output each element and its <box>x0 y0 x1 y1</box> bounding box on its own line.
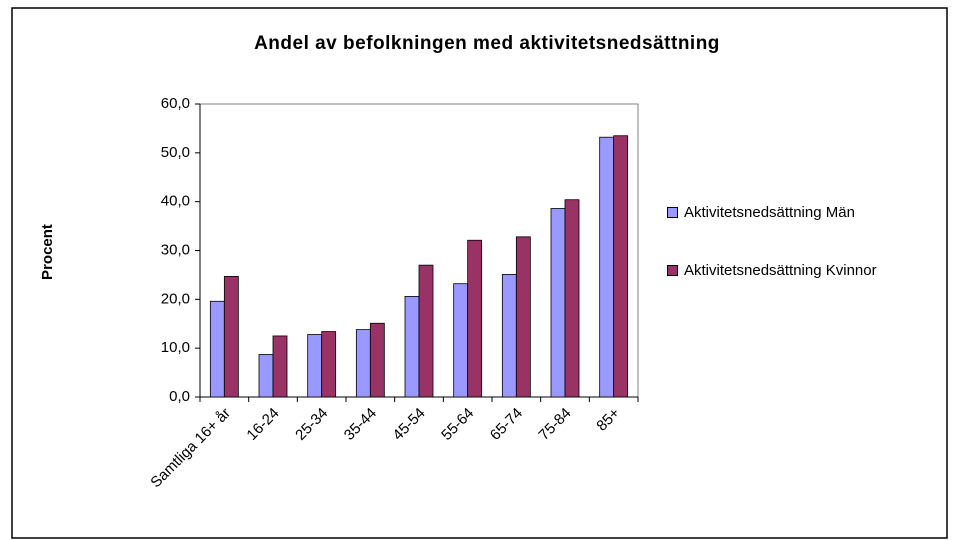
x-tick-label: Samtliga 16+ år <box>147 405 234 492</box>
x-tick-label: 65-74 <box>487 405 526 444</box>
legend-label: Aktivitetsnedsättning Kvinnor <box>684 262 877 279</box>
bar <box>453 283 469 398</box>
bar <box>404 296 420 398</box>
legend-label: Aktivitetsnedsättning Män <box>684 204 855 221</box>
x-tick-label: 16-24 <box>243 405 282 444</box>
x-tick-label: 55-64 <box>438 405 477 444</box>
chart-title: Andel av befolkningen med aktivitetsneds… <box>254 33 720 54</box>
bar <box>209 300 225 398</box>
x-tick-label: 85+ <box>593 404 623 434</box>
y-tick-label: 0,0 <box>169 388 190 405</box>
y-tick-label: 60,0 <box>161 95 190 112</box>
y-tick-label: 40,0 <box>161 193 190 210</box>
bar <box>223 275 239 398</box>
bar <box>418 264 434 398</box>
x-tick-label: 75-84 <box>535 405 574 444</box>
bar <box>369 322 385 398</box>
x-tick-label: 25-34 <box>292 405 331 444</box>
bar <box>467 239 483 398</box>
y-axis-label: Procent <box>39 224 56 280</box>
bar <box>550 208 566 398</box>
bar <box>355 329 371 398</box>
bar <box>258 354 274 398</box>
x-tick-label: 35-44 <box>341 405 380 444</box>
chart-border <box>11 7 948 539</box>
y-tick-label: 30,0 <box>161 241 190 258</box>
legend-swatch <box>667 265 678 276</box>
y-tick-label: 20,0 <box>161 290 190 307</box>
legend-swatch <box>667 207 678 218</box>
bar <box>321 331 337 398</box>
x-tick-label: 45-54 <box>389 405 428 444</box>
bar <box>515 236 531 398</box>
bar <box>501 274 517 398</box>
bar <box>613 135 629 398</box>
bar <box>272 335 288 398</box>
bar <box>564 199 580 398</box>
y-tick-label: 10,0 <box>161 339 190 356</box>
bar <box>307 334 323 398</box>
bar <box>599 136 615 398</box>
y-tick-label: 50,0 <box>161 144 190 161</box>
